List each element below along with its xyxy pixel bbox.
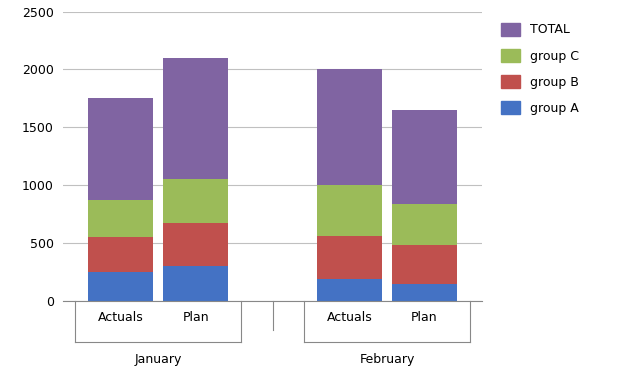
Bar — [163, 223, 228, 266]
Text: February: February — [359, 353, 415, 366]
Bar — [392, 284, 457, 301]
Bar — [392, 110, 457, 204]
Legend: TOTAL, group C, group B, group A: TOTAL, group C, group B, group A — [496, 18, 584, 120]
Bar — [163, 58, 228, 179]
Bar — [88, 200, 153, 237]
Bar — [88, 272, 153, 301]
Bar — [317, 69, 382, 185]
Bar — [317, 279, 382, 301]
Bar — [163, 179, 228, 223]
Bar — [392, 204, 457, 245]
Bar — [317, 235, 382, 279]
Bar — [88, 98, 153, 200]
Bar — [88, 237, 153, 272]
Text: January: January — [134, 353, 182, 366]
Bar — [163, 266, 228, 301]
Bar — [392, 245, 457, 284]
Bar — [317, 185, 382, 235]
